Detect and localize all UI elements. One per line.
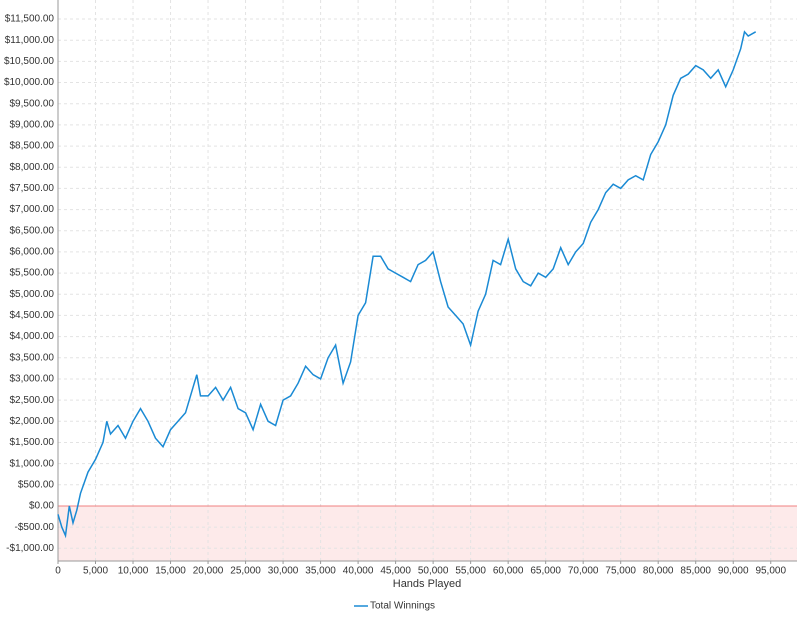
y-tick-label: $2,500.00 bbox=[10, 395, 55, 406]
x-tick-label: 80,000 bbox=[643, 566, 674, 577]
y-tick-label: $7,000.00 bbox=[10, 204, 55, 215]
x-tick-label: 60,000 bbox=[493, 566, 524, 577]
y-tick-label: $500.00 bbox=[18, 479, 55, 490]
y-tick-label: $5,500.00 bbox=[10, 268, 55, 279]
y-tick-label: $0.00 bbox=[29, 501, 54, 512]
y-tick-label: $3,000.00 bbox=[10, 374, 55, 385]
x-tick-label: 40,000 bbox=[343, 566, 374, 577]
y-tick-label: $9,500.00 bbox=[10, 98, 55, 109]
x-tick-label: 75,000 bbox=[605, 566, 636, 577]
y-tick-label: $10,000.00 bbox=[4, 77, 54, 88]
x-tick-label: 25,000 bbox=[230, 566, 261, 577]
y-tick-label: $9,000.00 bbox=[10, 120, 55, 131]
legend-label: Total Winnings bbox=[370, 601, 435, 612]
y-tick-label: $8,000.00 bbox=[10, 162, 55, 173]
line-series bbox=[57, 30, 757, 539]
x-tick-label: 20,000 bbox=[193, 566, 224, 577]
y-tick-label: -$1,000.00 bbox=[6, 543, 54, 554]
y-tick-label: $1,500.00 bbox=[10, 437, 55, 448]
y-tick-label: $4,000.00 bbox=[10, 331, 55, 342]
x-axis-label: Hands Played bbox=[393, 578, 462, 590]
x-tick-label: 90,000 bbox=[718, 566, 749, 577]
y-tick-label: $10,500.00 bbox=[4, 56, 54, 67]
x-tick-label: 95,000 bbox=[755, 566, 786, 577]
x-tick-label: 65,000 bbox=[530, 566, 561, 577]
x-tick-label: 85,000 bbox=[680, 566, 711, 577]
x-tick-label: 0 bbox=[55, 566, 61, 577]
y-tick-label: $5,000.00 bbox=[10, 289, 55, 300]
y-tick-label: $8,500.00 bbox=[10, 141, 55, 152]
x-tick-label: 5,000 bbox=[83, 566, 108, 577]
y-tick-label: $7,500.00 bbox=[10, 183, 55, 194]
x-tick-label: 15,000 bbox=[155, 566, 186, 577]
x-tick-label: 45,000 bbox=[380, 566, 411, 577]
y-tick-label: -$500.00 bbox=[15, 522, 55, 533]
x-tick-label: 50,000 bbox=[418, 566, 449, 577]
x-tick-label: 10,000 bbox=[118, 566, 149, 577]
y-tick-label: $6,000.00 bbox=[10, 247, 55, 258]
negative-region bbox=[58, 505, 797, 561]
y-tick-label: $3,500.00 bbox=[10, 352, 55, 363]
x-tick-label: 70,000 bbox=[568, 566, 599, 577]
x-tick-label: 55,000 bbox=[455, 566, 486, 577]
y-tick-label: $2,000.00 bbox=[10, 416, 55, 427]
y-tick-label: $6,500.00 bbox=[10, 225, 55, 236]
x-tick-label: 30,000 bbox=[268, 566, 299, 577]
y-tick-label: $4,500.00 bbox=[10, 310, 55, 321]
y-tick-label: $11,500.00 bbox=[5, 14, 55, 25]
y-tick-label: $1,000.00 bbox=[10, 458, 55, 469]
x-tick-label: 35,000 bbox=[305, 566, 336, 577]
y-tick-label: $11,000.00 bbox=[5, 35, 55, 46]
